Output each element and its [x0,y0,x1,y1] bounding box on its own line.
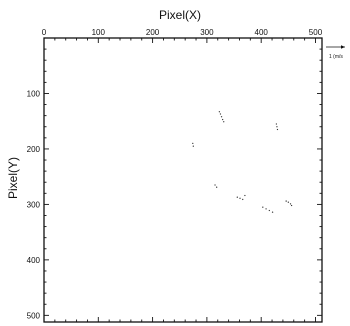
x-tick-label: 0 [42,28,47,37]
data-point [242,198,244,201]
data-point [276,126,278,128]
data-point [287,201,289,203]
x-tick-label: 500 [309,28,323,37]
data-points [192,111,293,213]
data-point [289,203,292,205]
plot-frame [43,37,323,323]
data-point [218,111,221,113]
y-tick-label: 300 [27,200,41,209]
reference-vector: 1 (m/s [326,45,345,60]
y-tick-label: 100 [27,89,41,98]
x-tick-label: 400 [255,28,269,37]
data-point [276,128,279,131]
y-tick-label: 500 [27,311,41,320]
data-point [271,211,274,213]
data-point [219,113,222,115]
data-point [268,209,270,212]
data-point [236,196,238,198]
y-axis-title: Pixel(Y) [6,157,20,199]
data-point [223,121,225,123]
data-point [192,142,194,145]
data-point [290,204,293,207]
data-point [239,197,241,199]
data-point [244,194,246,197]
axis-ticks [43,37,322,322]
reference-vector-label: 1 (m/s [329,54,343,60]
data-point [216,186,218,188]
data-point [262,206,264,208]
x-tick-label: 300 [200,28,214,37]
x-axis-title: Pixel(X) [159,8,201,22]
reference-arrow-head [341,45,345,49]
y-tick-label: 400 [27,256,41,265]
data-point [265,208,267,210]
data-point [221,118,224,121]
x-tick-label: 200 [146,28,160,37]
tick-labels: 0 100 200 300 400 500 100 200 300 400 500 [27,28,323,320]
y-tick-label: 200 [27,145,41,154]
data-point [275,123,278,125]
data-point [285,200,287,202]
data-point [220,116,223,118]
x-tick-label: 100 [92,28,106,37]
data-point [192,145,194,147]
data-point [214,184,216,186]
